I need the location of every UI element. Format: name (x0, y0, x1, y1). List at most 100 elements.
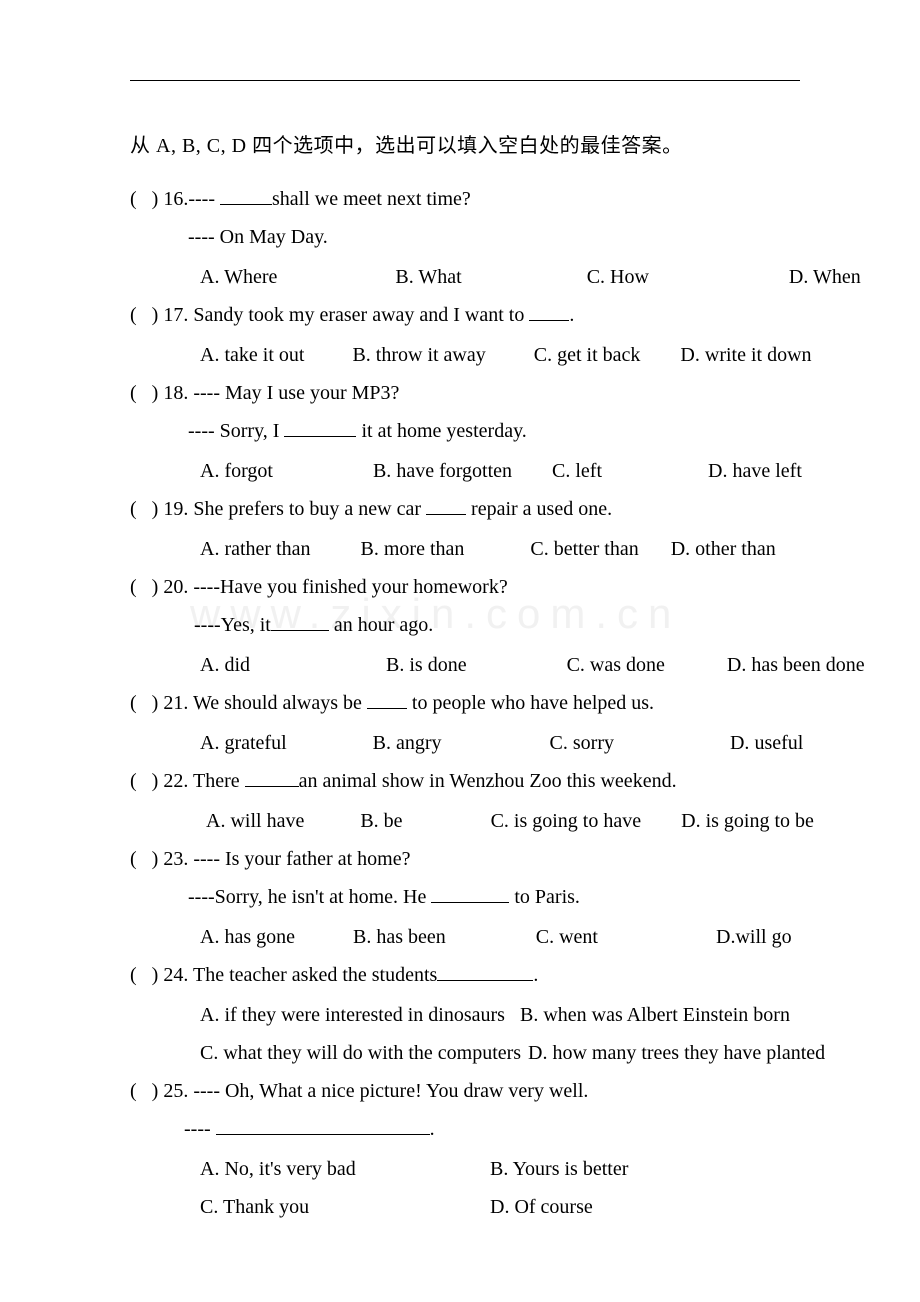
q-num: 24 (163, 964, 183, 986)
q-stem: ---- Oh, What a nice picture! You draw v… (193, 1080, 588, 1102)
question-24: ( ) 24. The teacher asked the students. (130, 956, 800, 994)
q-stem-post: repair a used one. (471, 498, 612, 520)
opt-a: A. if they were interested in dinosaurs (200, 996, 520, 1034)
opt-a: A. rather than (200, 530, 311, 568)
opt-d: D. useful (730, 724, 803, 762)
options-16: A. Where B. What C. How D. When (130, 258, 800, 296)
opt-d: D. write it down (680, 336, 811, 374)
options-20: A. did B. is done C. was done D. has bee… (130, 646, 800, 684)
opt-c: C. what they will do with the computers (200, 1034, 528, 1072)
blank (245, 767, 299, 787)
opt-d: D. how many trees they have planted (528, 1034, 825, 1072)
blank (431, 883, 509, 903)
opt-d: D. have left (708, 452, 802, 490)
q-line2: ---- . (130, 1110, 800, 1148)
q-stem: Sandy took my eraser away and I want to (193, 304, 524, 326)
q-num: 22 (163, 770, 183, 792)
q-stem: ---- May I use your MP3? (193, 382, 399, 404)
q-line2: ----Yes, it an hour ago. (130, 606, 800, 644)
options-25-row1: A. No, it's very bad B. Yours is better (130, 1150, 800, 1188)
opt-d: D. When (789, 258, 861, 296)
q-num: 25 (163, 1080, 183, 1102)
question-23: ( ) 23. ---- Is your father at home? ---… (130, 840, 800, 916)
opt-b: B. angry (373, 724, 442, 762)
opt-c: C. get it back (534, 336, 641, 374)
options-17: A. take it out B. throw it away C. get i… (130, 336, 800, 374)
blank (529, 301, 569, 321)
opt-d: D. is going to be (681, 802, 814, 840)
options-18: A. forgot B. have forgotten C. left D. h… (130, 452, 800, 490)
q-line2: ----Sorry, he isn't at home. He to Paris… (130, 878, 800, 916)
question-25: ( ) 25. ---- Oh, What a nice picture! Yo… (130, 1072, 800, 1148)
q-stem: ----Have you finished your homework? (193, 576, 507, 598)
options-22: A. will have B. be C. is going to have D… (130, 802, 800, 840)
q-num: 18 (163, 382, 183, 404)
opt-c: C. Thank you (200, 1188, 490, 1226)
opt-a: A. forgot (200, 452, 273, 490)
opt-c: C. sorry (550, 724, 614, 762)
q-num: 21 (163, 692, 183, 714)
q-stem-after: shall we meet next time? (272, 188, 471, 210)
q-line2: ---- Sorry, I it at home yesterday. (130, 412, 800, 450)
opt-b: B. is done (386, 646, 467, 684)
opt-b: B. throw it away (352, 336, 485, 374)
opt-b: B. have forgotten (373, 452, 512, 490)
q-stem: ---- Is your father at home? (193, 848, 410, 870)
q-stem-pre: The teacher asked the students (193, 964, 437, 986)
q-stem-pre: There (193, 770, 240, 792)
opt-c: C. How (587, 258, 649, 296)
opt-c: C. left (552, 452, 602, 490)
q-line2: ---- On May Day. (130, 218, 800, 256)
paren-close: ) (152, 188, 159, 210)
q-stem-prefix: ---- (188, 188, 215, 210)
options-24-row2: C. what they will do with the computers … (130, 1034, 800, 1072)
question-20: ( ) 20. ----Have you finished your homew… (130, 568, 800, 644)
blank (426, 495, 466, 515)
blank (220, 185, 272, 205)
options-21: A. grateful B. angry C. sorry D. useful (130, 724, 800, 762)
q-num: 16 (163, 188, 183, 210)
opt-a: A. Where (200, 258, 277, 296)
q-num: 23 (163, 848, 183, 870)
options-19: A. rather than B. more than C. better th… (130, 530, 800, 568)
question-19: ( ) 19. She prefers to buy a new car rep… (130, 490, 800, 528)
page-content: 从 A, B, C, D 四个选项中，选出可以填入空白处的最佳答案。 ( ) 1… (0, 0, 920, 1286)
options-24-row1: A. if they were interested in dinosaurs … (130, 996, 800, 1034)
top-rule (130, 80, 800, 81)
opt-b: B. What (395, 258, 461, 296)
q-num: 19 (163, 498, 183, 520)
options-23: A. has gone B. has been C. went D.will g… (130, 918, 800, 956)
opt-d: D. other than (671, 530, 776, 568)
opt-d: D.will go (716, 918, 792, 956)
q-stem-post: . (533, 964, 538, 986)
opt-c: C. better than (530, 530, 638, 568)
q-stem-pre: She prefers to buy a new car (193, 498, 421, 520)
blank (284, 417, 356, 437)
question-22: ( ) 22. There an animal show in Wenzhou … (130, 762, 800, 800)
instructions-text: 从 A, B, C, D 四个选项中，选出可以填入空白处的最佳答案。 (130, 129, 800, 158)
question-18: ( ) 18. ---- May I use your MP3? ---- So… (130, 374, 800, 450)
question-17: ( ) 17. Sandy took my eraser away and I … (130, 296, 800, 334)
opt-b: B. more than (361, 530, 465, 568)
q-tail: . (569, 304, 574, 326)
opt-b: B. has been (353, 918, 446, 956)
q-num: 17 (163, 304, 183, 326)
opt-d: D. Of course (490, 1188, 593, 1226)
opt-a: A. take it out (200, 336, 304, 374)
opt-a: A. No, it's very bad (200, 1150, 490, 1188)
opt-b: B. be (360, 802, 402, 840)
opt-b: B. when was Albert Einstein born (520, 996, 790, 1034)
options-25-row2: C. Thank you D. Of course (130, 1188, 800, 1226)
opt-a: A. did (200, 646, 250, 684)
opt-a: A. will have (206, 802, 304, 840)
question-16: ( ) 16.---- shall we meet next time? ---… (130, 180, 800, 256)
opt-a: A. grateful (200, 724, 287, 762)
opt-d: D. has been done (727, 646, 865, 684)
question-21: ( ) 21. We should always be to people wh… (130, 684, 800, 722)
blank (367, 689, 407, 709)
q-stem-post: to people who have helped us. (412, 692, 654, 714)
opt-c: C. went (536, 918, 598, 956)
opt-c: C. was done (567, 646, 665, 684)
opt-b: B. Yours is better (490, 1150, 628, 1188)
q-stem-pre: We should always be (193, 692, 362, 714)
